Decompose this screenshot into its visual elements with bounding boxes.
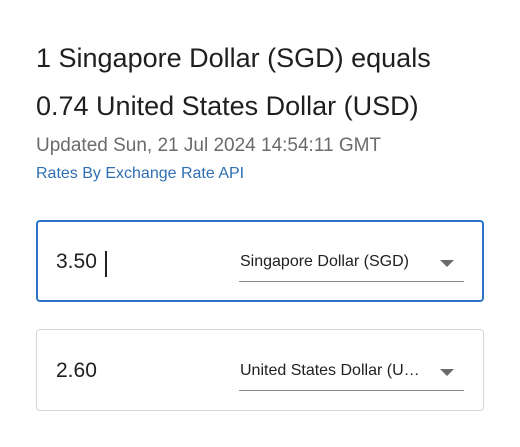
- to-currency-select[interactable]: United States Dollar (USD): [239, 354, 464, 391]
- updated-timestamp: Updated Sun, 21 Jul 2024 14:54:11 GMT: [36, 135, 382, 156]
- from-currency-value: Singapore Dollar (SGD): [240, 253, 409, 270]
- from-currency-select[interactable]: Singapore Dollar (SGD): [239, 245, 464, 282]
- chevron-down-icon: [440, 369, 454, 376]
- to-currency-card: United States Dollar (USD): [36, 329, 484, 411]
- text-cursor: [105, 251, 107, 277]
- to-amount-input[interactable]: [56, 356, 216, 386]
- to-currency-value: United States Dollar (USD): [240, 362, 420, 379]
- chevron-down-icon: [440, 260, 454, 267]
- from-amount-input[interactable]: [56, 247, 216, 277]
- conversion-headline-from: 1 Singapore Dollar (SGD) equals: [36, 43, 431, 73]
- conversion-headline-result: 0.74 United States Dollar (USD): [36, 91, 419, 121]
- from-currency-card: Singapore Dollar (SGD): [36, 220, 484, 302]
- rates-source-link[interactable]: Rates By Exchange Rate API: [36, 165, 245, 182]
